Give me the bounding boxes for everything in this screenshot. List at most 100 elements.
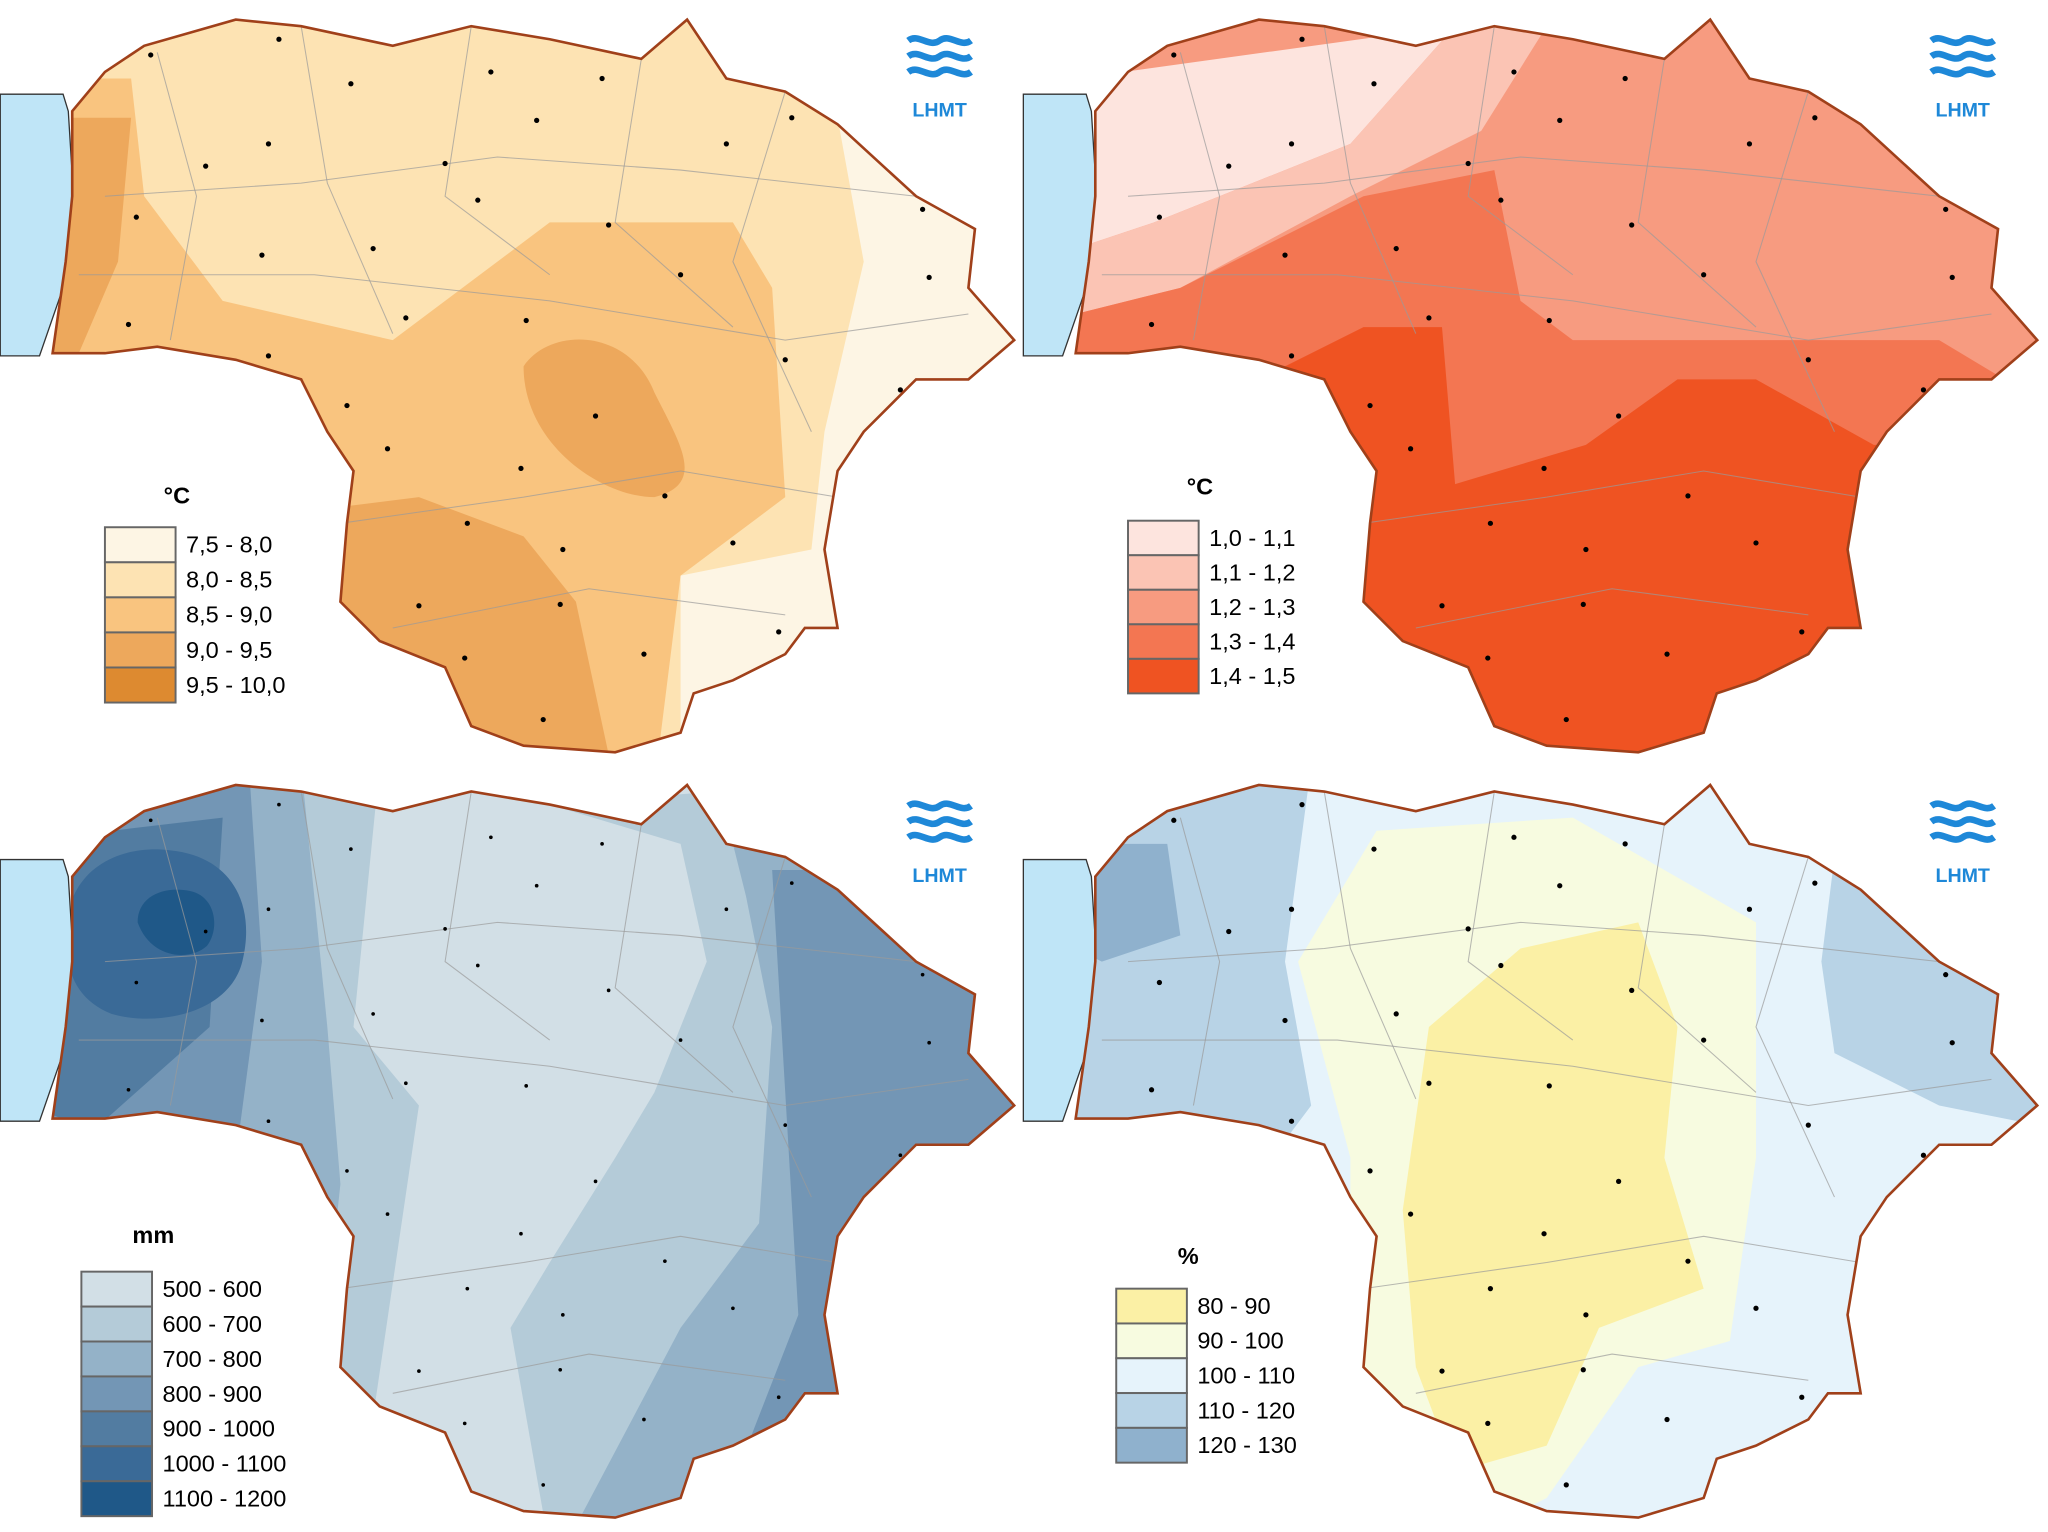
logo-wave <box>906 816 973 828</box>
legend-label: 900 - 1000 <box>162 1416 275 1442</box>
station-dot <box>1407 446 1414 452</box>
station-dot <box>678 1038 683 1042</box>
logo-text: LHMT <box>1935 865 1989 887</box>
district-border <box>78 1039 969 1107</box>
station-dot <box>641 651 647 657</box>
district-border <box>614 58 734 328</box>
station-dot <box>443 927 447 931</box>
station-dot <box>265 141 272 147</box>
station-dot <box>475 963 480 968</box>
station-dot <box>465 1286 470 1291</box>
district-border <box>444 791 551 1041</box>
country-border <box>1074 17 2040 754</box>
station-dot <box>1367 1168 1373 1174</box>
station-dot <box>1288 906 1295 912</box>
district-border <box>392 1353 786 1394</box>
district-border <box>156 817 198 1106</box>
logo: LHMT <box>1929 800 1997 887</box>
station-dot <box>1299 801 1305 808</box>
station-dot <box>276 36 282 42</box>
station-dot <box>1511 69 1517 75</box>
station-dot <box>133 214 139 220</box>
station-dot <box>540 716 546 723</box>
district-border <box>340 1235 838 1290</box>
station-dot <box>1465 926 1471 932</box>
legend-swatch <box>1127 657 1200 695</box>
district-border <box>1179 52 1221 341</box>
legend-swatch <box>103 526 177 564</box>
station-dot <box>266 907 271 912</box>
logo-wave <box>1929 800 1997 812</box>
legend-swatch <box>80 1305 154 1343</box>
station-dot <box>1282 1017 1288 1024</box>
station-dot <box>560 546 566 553</box>
legend-swatch <box>103 596 177 634</box>
station-dot <box>1171 817 1177 823</box>
legend-swatch <box>80 1270 154 1308</box>
station-dot <box>518 465 524 471</box>
station-dot <box>1371 81 1377 87</box>
station-dot <box>1288 1118 1295 1124</box>
station-dot <box>592 413 599 419</box>
legend-label: 8,0 - 8,5 <box>186 567 272 593</box>
district-border <box>1755 91 1835 432</box>
legend-swatch <box>1127 623 1200 660</box>
station-dot <box>1622 841 1628 847</box>
station-dot <box>1226 163 1232 169</box>
station-dot <box>148 52 154 58</box>
station-dot <box>606 222 612 228</box>
legend-swatch <box>80 1340 154 1378</box>
station-dot <box>1943 206 1949 212</box>
station-dot <box>1920 1152 1927 1158</box>
station-dot <box>1148 321 1155 328</box>
legend-swatch <box>80 1375 154 1413</box>
district-border <box>300 791 394 1100</box>
district-border <box>1179 817 1221 1106</box>
station-dot <box>789 115 795 121</box>
station-dot <box>1746 906 1753 912</box>
logo: LHMT <box>906 35 973 121</box>
contour-band <box>137 889 215 955</box>
map-panel: LHMT% 80 - 90 90 - 100 100 - 110 110 - 120 12… <box>1022 783 2040 1519</box>
station-dot <box>1943 972 1949 978</box>
station-dot <box>776 629 782 635</box>
legend-swatch <box>80 1445 154 1483</box>
district-border <box>1467 26 1574 276</box>
logo: LHMT <box>906 800 973 887</box>
station-dot <box>1485 1420 1491 1427</box>
legend-label: 120 - 130 <box>1197 1432 1296 1458</box>
station-dot <box>349 847 353 851</box>
legend-swatch <box>1115 1357 1188 1395</box>
map-panel: LHMT mm 500 - 600 600 - 700 700 - 800 800 - 9… <box>0 783 1017 1519</box>
station-dot <box>1465 160 1471 167</box>
district-border <box>732 91 812 432</box>
legend-label: 80 - 90 <box>1197 1293 1270 1319</box>
station-dot <box>1563 1482 1569 1488</box>
station-dot <box>1367 402 1373 409</box>
district-border <box>78 274 969 341</box>
station-dot <box>417 1369 421 1373</box>
station-dot <box>1753 540 1759 546</box>
station-dot <box>259 252 265 258</box>
station-dot <box>148 818 153 823</box>
district-border <box>732 856 812 1198</box>
station-dot <box>534 883 539 888</box>
logo-wave <box>906 66 973 78</box>
country-border <box>51 783 1017 1519</box>
station-dot <box>1799 1394 1805 1400</box>
station-dot <box>1282 252 1288 258</box>
station-dot <box>404 1081 408 1086</box>
legend-label: 7,5 - 8,0 <box>186 532 272 558</box>
station-dot <box>1541 1231 1547 1237</box>
legend-label: 1,2 - 1,3 <box>1209 594 1295 620</box>
station-dot <box>1485 655 1491 661</box>
station-dot <box>519 1231 523 1236</box>
station-dot <box>1541 465 1547 471</box>
district-border <box>1363 470 1861 524</box>
logo-text: LHMT <box>912 865 966 887</box>
station-dot <box>462 655 468 661</box>
station-dot <box>1156 979 1163 986</box>
station-dot <box>593 1179 598 1184</box>
station-dot <box>370 245 376 252</box>
station-dot <box>384 446 391 452</box>
